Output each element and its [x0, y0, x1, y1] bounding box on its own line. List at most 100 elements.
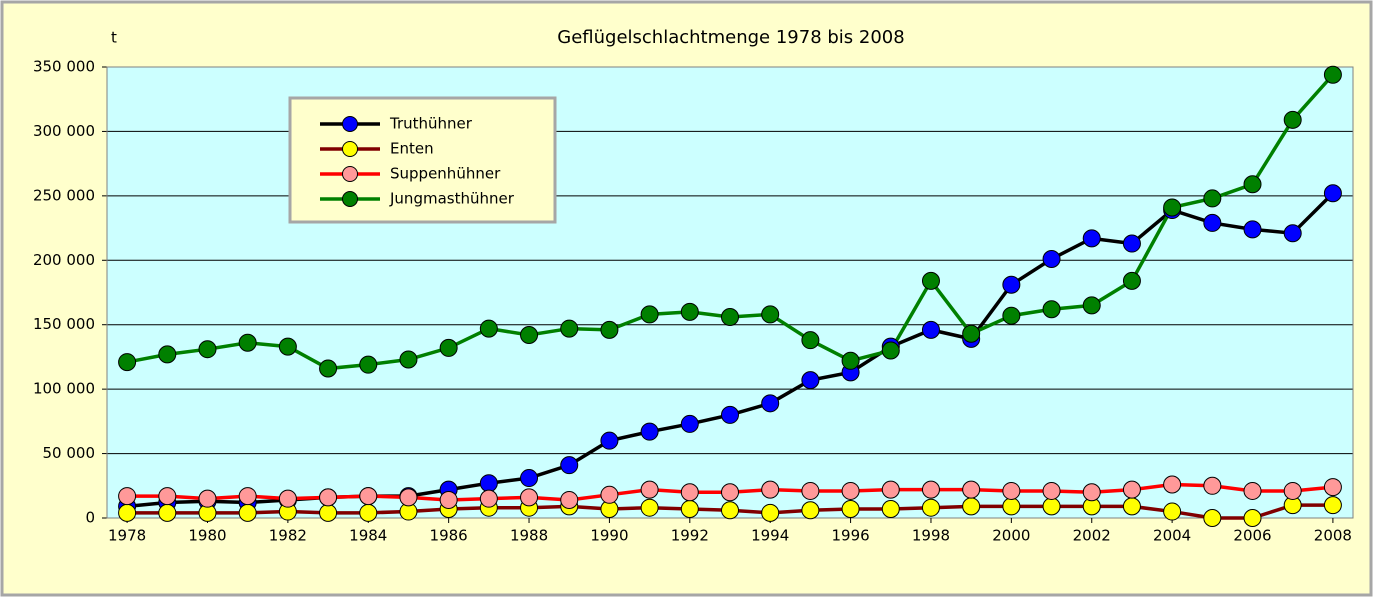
- data-point: [278, 489, 297, 508]
- x-tick-label: 2000: [992, 527, 1030, 545]
- legend-marker: [342, 166, 358, 182]
- data-point: [680, 414, 699, 433]
- x-tick-label: 2002: [1073, 527, 1111, 545]
- data-point: [1122, 480, 1141, 499]
- data-point: [1002, 497, 1021, 516]
- data-point: [1002, 275, 1021, 294]
- data-point: [1323, 496, 1342, 515]
- data-point: [238, 503, 257, 522]
- data-point: [721, 483, 739, 502]
- data-point: [118, 503, 137, 522]
- data-point: [962, 480, 981, 499]
- data-point: [761, 305, 780, 324]
- y-tick-label: 300 000: [33, 122, 95, 140]
- data-point: [1203, 476, 1222, 495]
- data-point: [1122, 234, 1141, 253]
- data-point: [1163, 502, 1182, 521]
- data-point: [319, 503, 338, 522]
- data-point: [680, 499, 699, 518]
- data-point: [1283, 481, 1302, 500]
- legend-label: Suppenhühner: [390, 165, 501, 183]
- legend-marker: [342, 116, 358, 132]
- data-point: [158, 487, 177, 506]
- data-point: [399, 488, 418, 507]
- data-point: [1082, 296, 1101, 315]
- data-point: [721, 405, 739, 424]
- data-point: [640, 498, 659, 517]
- legend-label: Truthühner: [389, 115, 473, 133]
- data-point: [520, 326, 539, 345]
- data-point: [319, 488, 338, 507]
- data-point: [921, 498, 940, 517]
- data-point: [1203, 213, 1222, 232]
- data-point: [1122, 271, 1141, 290]
- data-point: [560, 319, 579, 338]
- y-axis-label: t: [111, 29, 117, 47]
- data-point: [680, 483, 699, 502]
- x-tick-label: 2008: [1314, 527, 1352, 545]
- data-point: [962, 497, 981, 516]
- data-point: [640, 480, 659, 499]
- y-tick-label: 350 000: [33, 58, 95, 76]
- data-point: [881, 341, 900, 360]
- data-point: [1082, 483, 1101, 502]
- data-point: [479, 474, 498, 493]
- x-tick-label: 2006: [1233, 527, 1271, 545]
- data-point: [158, 345, 177, 364]
- x-tick-label: 1990: [590, 527, 628, 545]
- data-point: [1283, 224, 1302, 243]
- data-point: [600, 431, 619, 450]
- data-point: [801, 501, 820, 520]
- data-point: [600, 320, 619, 339]
- data-point: [721, 501, 739, 520]
- legend-label: Enten: [390, 140, 434, 158]
- x-tick-label: 1984: [349, 527, 387, 545]
- x-tick-label: 1978: [108, 527, 146, 545]
- data-point: [1243, 220, 1262, 239]
- data-point: [198, 489, 217, 508]
- data-point: [600, 485, 619, 504]
- data-point: [359, 503, 378, 522]
- data-point: [680, 302, 699, 321]
- data-point: [319, 359, 338, 378]
- y-tick-label: 250 000: [33, 186, 95, 204]
- data-point: [841, 351, 860, 370]
- x-tick-label: 1996: [831, 527, 869, 545]
- data-point: [1203, 189, 1222, 208]
- data-point: [1163, 475, 1182, 494]
- data-point: [1002, 481, 1021, 500]
- data-point: [1203, 509, 1222, 527]
- data-point: [921, 320, 940, 339]
- data-point: [1243, 481, 1262, 500]
- data-point: [1042, 300, 1061, 319]
- x-tick-label: 1994: [751, 527, 789, 545]
- data-point: [1323, 184, 1342, 203]
- y-tick-label: 50 000: [43, 444, 96, 462]
- x-tick-label: 1986: [430, 527, 468, 545]
- x-tick-label: 1998: [912, 527, 950, 545]
- data-point: [921, 480, 940, 499]
- data-point: [439, 338, 458, 357]
- data-point: [1042, 497, 1061, 516]
- data-point: [881, 499, 900, 518]
- data-point: [118, 353, 137, 372]
- data-point: [439, 490, 458, 509]
- data-point: [560, 490, 579, 509]
- data-point: [560, 456, 579, 475]
- data-point: [801, 331, 820, 350]
- chart-title: Geflügelschlachtmenge 1978 bis 2008: [557, 27, 904, 48]
- x-tick-label: 1980: [188, 527, 226, 545]
- y-tick-label: 150 000: [33, 315, 95, 333]
- data-point: [118, 487, 137, 506]
- data-point: [359, 487, 378, 506]
- data-point: [1163, 198, 1182, 217]
- data-point: [1002, 306, 1021, 325]
- x-tick-label: 1982: [269, 527, 307, 545]
- data-point: [198, 340, 217, 359]
- x-tick-label: 2004: [1153, 527, 1191, 545]
- y-tick-label: 100 000: [33, 380, 95, 398]
- legend-marker: [342, 191, 358, 207]
- data-point: [1283, 110, 1302, 129]
- x-tick-label: 1992: [671, 527, 709, 545]
